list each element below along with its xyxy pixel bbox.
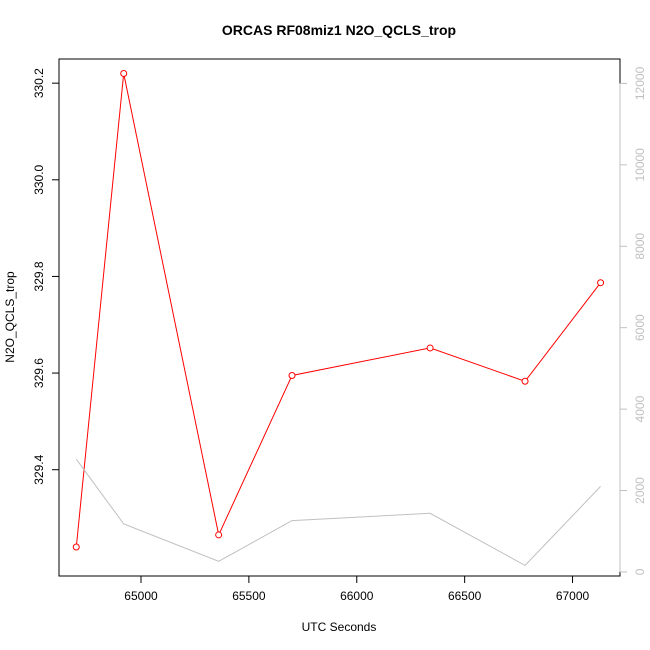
data-point	[215, 531, 223, 539]
x-axis: 65000 65500 66000 66500 67000	[124, 575, 590, 603]
y-tick-label: 330.2	[32, 68, 46, 98]
data-point	[288, 371, 296, 379]
x-tick-label: 65500	[232, 589, 266, 603]
y-axis-left: 329.4 329.6 329.8 330.0 330.2	[32, 68, 60, 485]
y2-tick-label: 4000	[633, 395, 647, 422]
y2-tick-label: 12000	[633, 66, 647, 100]
y-axis-label: N2O_QCLS_trop	[3, 271, 17, 363]
y2-tick-label: 8000	[633, 233, 647, 260]
data-point	[120, 69, 128, 77]
chart-title: ORCAS RF08miz1 N2O_QCLS_trop	[222, 22, 456, 38]
y-tick-label: 330.0	[32, 164, 46, 194]
plot-frame	[58, 58, 621, 577]
y-axis-right: 0 2000 4000 6000 8000 10000 12000	[619, 66, 647, 575]
primary-series-line	[75, 73, 601, 548]
y-tick-label: 329.8	[32, 261, 46, 291]
y2-tick-label: 6000	[633, 314, 647, 341]
x-tick-label: 67000	[556, 589, 590, 603]
data-point	[521, 377, 529, 385]
series-layer	[72, 69, 605, 567]
data-point	[597, 279, 605, 287]
data-point	[426, 344, 434, 352]
y2-tick-label: 10000	[633, 148, 647, 182]
x-tick-label: 65000	[124, 589, 158, 603]
x-tick-label: 66000	[340, 589, 374, 603]
y2-tick-label: 2000	[633, 477, 647, 504]
y-tick-label: 329.6	[32, 358, 46, 388]
data-point	[72, 543, 80, 551]
secondary-series-line	[75, 458, 601, 567]
y-tick-label: 329.4	[32, 454, 46, 484]
x-axis-label: UTC Seconds	[302, 620, 377, 634]
y2-tick-label: 0	[633, 568, 647, 575]
x-tick-label: 66500	[448, 589, 482, 603]
